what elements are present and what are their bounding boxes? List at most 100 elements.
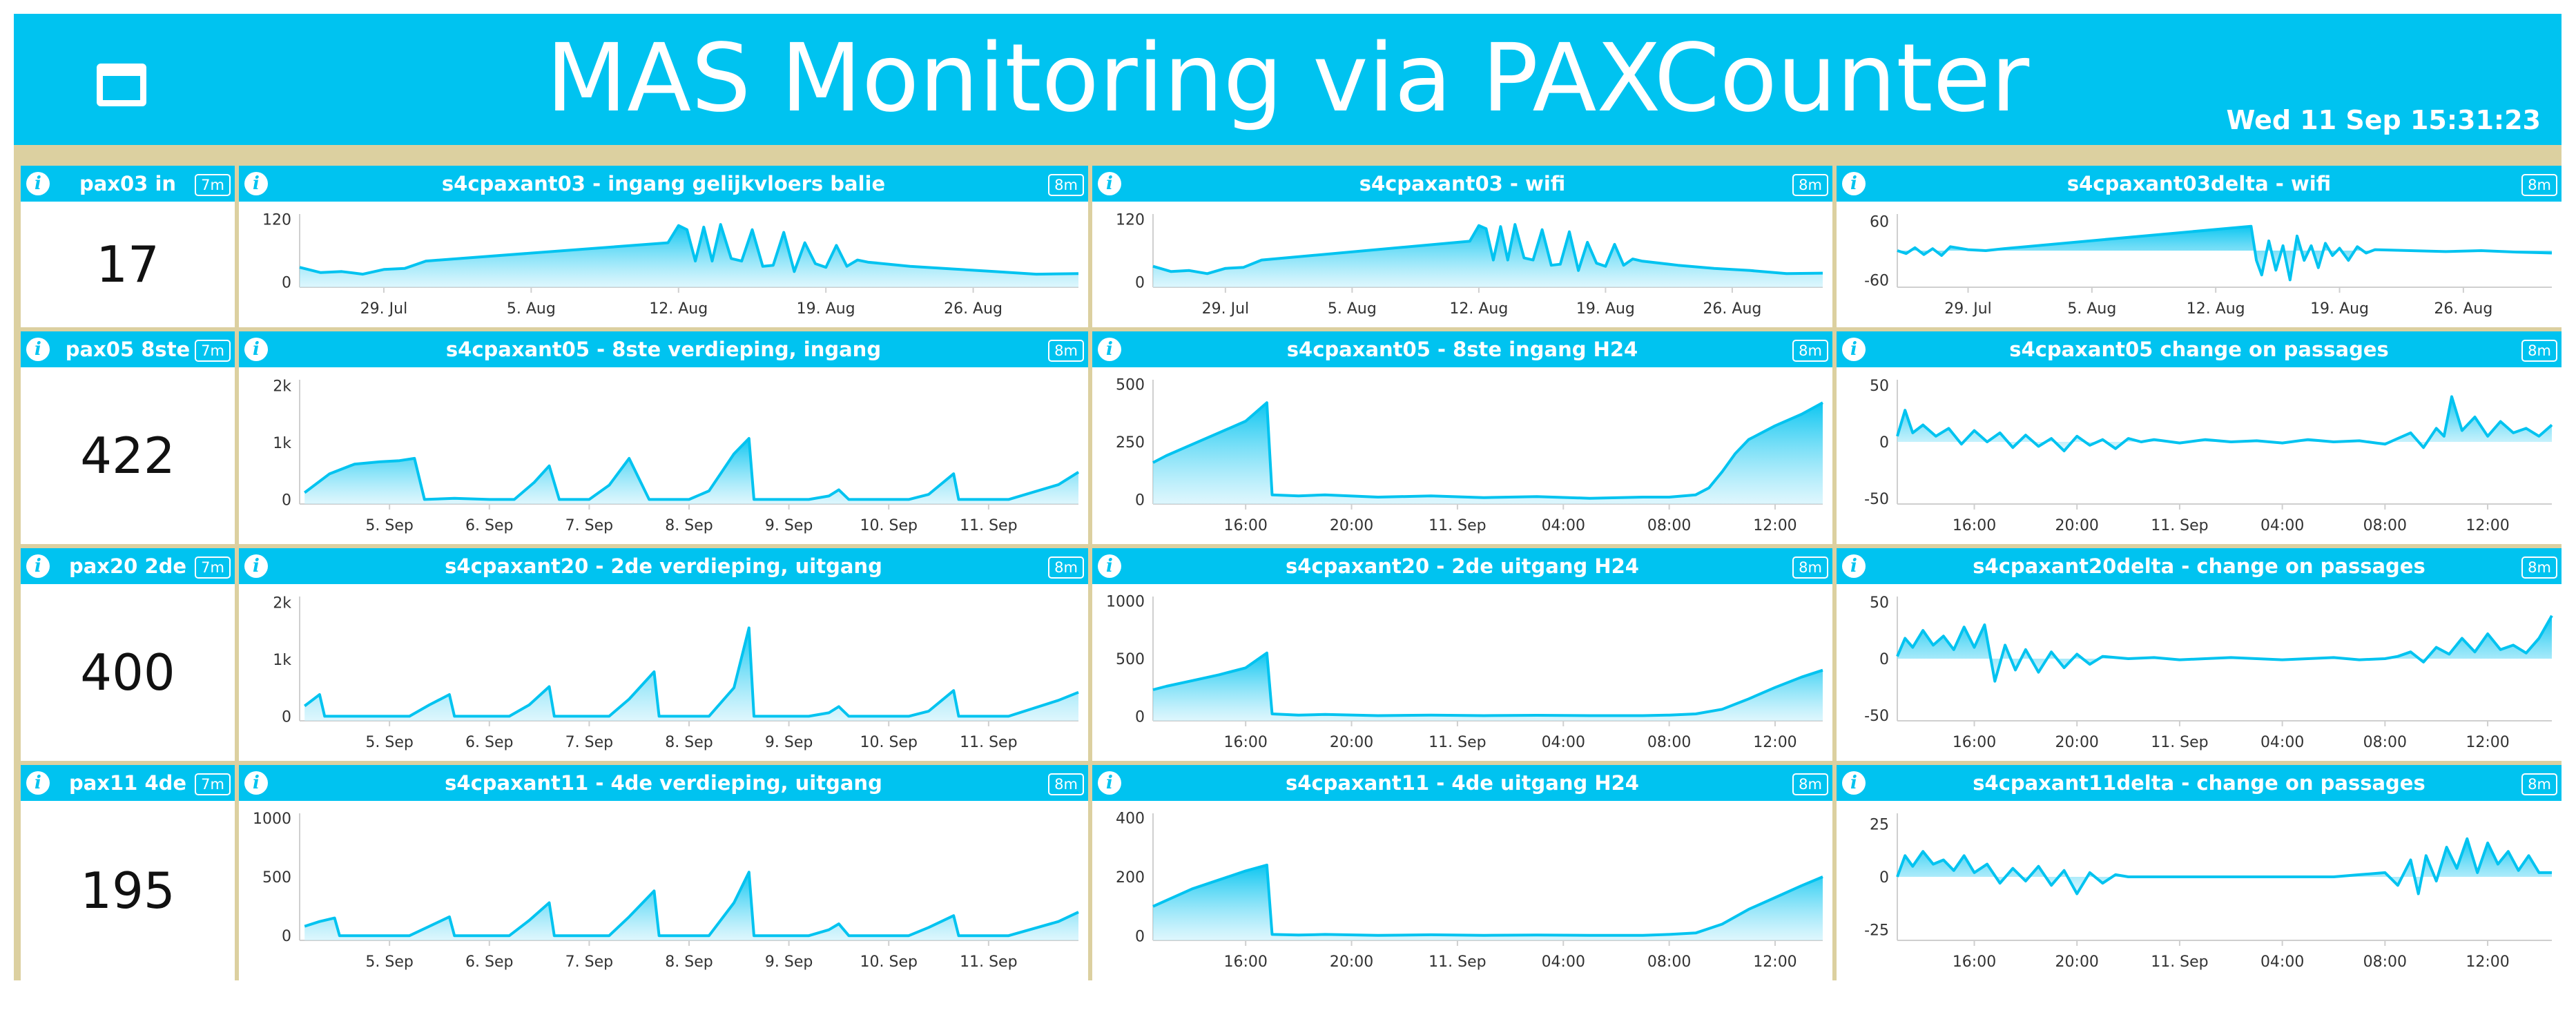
info-icon[interactable]: i	[1098, 554, 1121, 578]
y-tick-label: 50	[1870, 594, 1889, 612]
info-icon[interactable]: i	[26, 554, 50, 578]
info-icon[interactable]: i	[1842, 172, 1866, 195]
x-tick-label: 26. Aug	[1703, 300, 1761, 318]
counter-value: 17	[96, 235, 159, 293]
x-tick-label: 10. Sep	[860, 517, 918, 534]
area-chart[interactable]: 50 0 -50 16:00 20:00 11. Sep 04:00 08:00 12:00	[1837, 584, 2562, 761]
x-tick-label: 12. Aug	[1449, 300, 1508, 318]
panel-title-bar: pax11 4de	[21, 765, 235, 801]
panel-title-bar: s4cpaxant11delta - change on passages	[1837, 765, 2562, 801]
area-chart[interactable]: 1000 500 0 16:00 20:00 11. Sep 04:00 08:00 12:00	[1092, 584, 1832, 761]
panel-title-bar: s4cpaxant11 - 4de verdieping, uitgang	[239, 765, 1088, 801]
info-icon[interactable]: i	[1098, 771, 1121, 795]
series-area	[1153, 652, 1823, 721]
age-badge: 7m	[195, 773, 231, 795]
area-chart[interactable]: 50 0 -50 16:00 20:00 11. Sep 04:00 08:00 12:00	[1837, 367, 2562, 544]
y-tick-label: 0	[1135, 708, 1145, 726]
y-tick-label: 1000	[253, 811, 291, 828]
series-area	[1153, 864, 1823, 940]
y-tick-label: 2k	[273, 594, 291, 612]
age-badge: 7m	[195, 340, 231, 362]
area-chart[interactable]: 2k 1k 0 5. Sep 6. Sep 7. Sep 8. Sep 9. Sep 10. S…	[239, 367, 1088, 544]
x-tick-label: 7. Sep	[565, 734, 613, 751]
info-icon[interactable]: i	[1098, 338, 1121, 361]
age-badge: 8m	[2521, 773, 2557, 795]
age-badge: 7m	[195, 556, 231, 579]
y-tick-label: 400	[1116, 810, 1145, 827]
chart-panel: s4cpaxant11delta - change on passages i 8m…	[1837, 765, 2562, 980]
info-icon[interactable]: i	[244, 338, 268, 361]
x-tick-label: 8. Sep	[665, 517, 713, 534]
area-chart[interactable]: 1000 500 0 5. Sep 6. Sep 7. Sep 8. Sep 9. Sep 10…	[239, 801, 1088, 980]
info-icon[interactable]: i	[1842, 554, 1866, 578]
info-icon[interactable]: i	[26, 771, 50, 795]
x-tick-label: 29. Jul	[1202, 300, 1250, 318]
x-tick-label: 12:00	[1753, 734, 1797, 751]
panel-title: pax03 in	[79, 172, 177, 195]
series-area	[304, 438, 1079, 504]
header-bar: MAS Monitoring via PAXCounter Wed 11 Sep…	[14, 14, 2562, 145]
x-tick-label: 26. Aug	[944, 300, 1003, 318]
window-icon[interactable]	[97, 64, 146, 106]
area-chart[interactable]: 2k 1k 0 5. Sep 6. Sep 7. Sep 8. Sep 9. Sep 10. S…	[239, 584, 1088, 761]
x-tick-label: 11. Sep	[960, 734, 1017, 751]
x-tick-label: 10. Sep	[860, 953, 918, 971]
panel-title: s4cpaxant20delta - change on passages	[1973, 554, 2425, 578]
x-tick-label: 16:00	[1953, 953, 1996, 971]
info-icon[interactable]: i	[1098, 172, 1121, 195]
info-icon[interactable]: i	[26, 172, 50, 195]
panel-title-bar: s4cpaxant05 change on passages	[1837, 331, 2562, 367]
y-tick-label: 1k	[273, 652, 291, 669]
age-badge: 8m	[1048, 340, 1084, 362]
info-icon[interactable]: i	[26, 338, 50, 361]
info-icon[interactable]: i	[1842, 338, 1866, 361]
x-tick-label: 08:00	[2363, 953, 2407, 971]
area-chart[interactable]: 500 250 0 16:00 20:00 11. Sep 04:00 08:00 12:00	[1092, 367, 1832, 544]
x-tick-label: 11. Sep	[2151, 517, 2208, 534]
age-badge: 8m	[1792, 340, 1828, 362]
age-badge: 8m	[2521, 174, 2557, 196]
y-tick-label: 60	[1870, 214, 1889, 231]
x-tick-label: 12:00	[2466, 517, 2509, 534]
series-area	[304, 628, 1079, 721]
x-tick-label: 11. Sep	[2151, 734, 2208, 751]
y-tick-label: 1k	[273, 435, 291, 452]
x-tick-label: 5. Sep	[365, 517, 413, 534]
area-chart[interactable]: 60 -60 29. Jul 5. Aug 12. Aug 19. Aug 26. Aug	[1837, 202, 2562, 327]
y-tick-label: 0	[282, 492, 291, 509]
x-tick-label: 08:00	[2363, 517, 2407, 534]
x-tick-label: 12:00	[2466, 734, 2509, 751]
y-tick-label: 0	[282, 274, 291, 291]
panel-title: s4cpaxant05 - 8ste ingang H24	[1286, 338, 1638, 361]
series-line	[303, 626, 1079, 718]
page-footer-space	[0, 980, 2576, 1017]
area-chart[interactable]: 120 0 29. Jul 5. Aug 12. Aug 19. Aug 26. Aug	[1092, 202, 1832, 327]
info-icon[interactable]: i	[1842, 771, 1866, 795]
x-tick-label: 7. Sep	[565, 953, 613, 971]
x-tick-label: 10. Sep	[860, 734, 918, 751]
x-tick-label: 08:00	[1647, 517, 1691, 534]
counter-panel: pax20 2de i 7m 400	[21, 548, 235, 761]
panel-title-bar: s4cpaxant11 - 4de uitgang H24	[1092, 765, 1832, 801]
info-icon[interactable]: i	[244, 172, 268, 195]
series-line	[1152, 223, 1823, 275]
series-line	[304, 871, 1079, 938]
panel-title: s4cpaxant03 - wifi	[1359, 172, 1566, 195]
chart-panel: s4cpaxant05 - 8ste ingang H24 i 8m 500 250 0 1…	[1092, 331, 1832, 544]
info-icon[interactable]: i	[244, 771, 268, 795]
y-tick-label: 1000	[1106, 594, 1145, 611]
y-tick-label: 0	[1135, 929, 1145, 946]
x-tick-label: 5. Aug	[507, 300, 556, 318]
panel-title: s4cpaxant05 change on passages	[2009, 338, 2389, 361]
age-badge: 8m	[2521, 556, 2557, 579]
panel-title-bar: s4cpaxant20 - 2de uitgang H24	[1092, 548, 1832, 584]
y-tick-label: 25	[1870, 816, 1889, 833]
counter-panel: pax11 4de i 7m 195	[21, 765, 235, 980]
panel-title-bar: s4cpaxant05 - 8ste verdieping, ingang	[239, 331, 1088, 367]
area-chart[interactable]: 25 0 -25 16:00 20:00 11. Sep 04:00 08:00 12:00	[1837, 801, 2562, 980]
age-badge: 8m	[1048, 174, 1084, 196]
panel-title: pax11 4de	[68, 771, 187, 795]
area-chart[interactable]: 400 200 0 16:00 20:00 11. Sep 04:00 08:00 12:00	[1092, 801, 1832, 980]
info-icon[interactable]: i	[244, 554, 268, 578]
area-chart[interactable]: 120 0 29. Jul 5. Aug 12. Aug 19. Aug 26. Aug	[239, 202, 1088, 327]
